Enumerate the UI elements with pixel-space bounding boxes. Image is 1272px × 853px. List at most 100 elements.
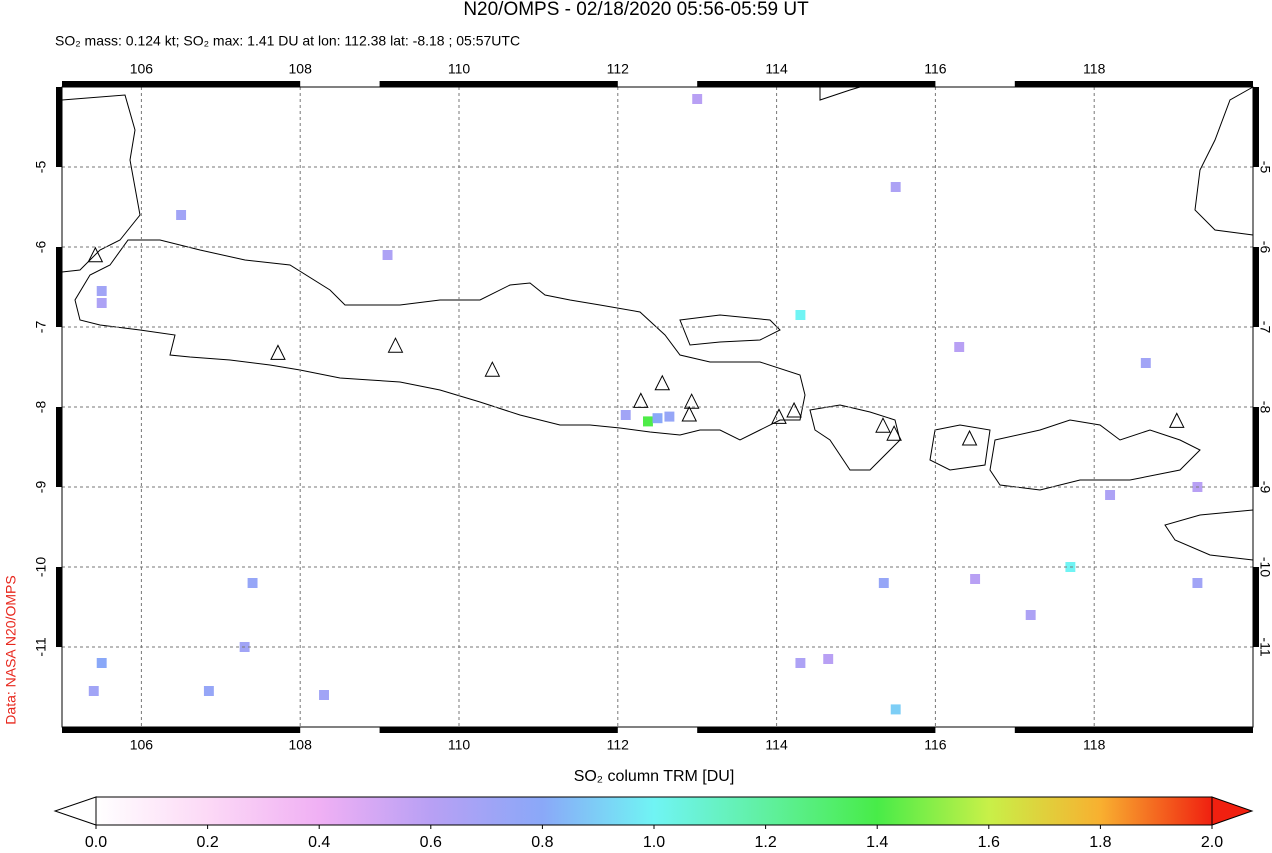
coastline [809,404,901,471]
x-tick-label: 110 [448,737,471,753]
so2-pixel [176,210,187,220]
so2-pixel [823,654,834,664]
frame-segment [1094,81,1253,87]
so2-pixel [96,658,107,668]
colorbar-tick-label: 0.8 [531,834,553,851]
y-tick-label: -6 [1257,241,1272,254]
source-note: Data: NASA N20/OMPS [3,575,19,724]
colorbar-tick-label: 0.6 [420,834,442,851]
x-tick-label: 116 [924,61,947,77]
coastline [1194,86,1254,236]
colorbar-tick-label: 0.4 [308,834,330,851]
coastline [819,86,861,101]
y-tick-label: -10 [33,557,49,577]
colorbar-tick-label: 1.8 [1089,834,1111,851]
so2-pixel [88,686,99,696]
chart-title: N20/OMPS - 02/18/2020 05:56-05:59 UT [463,0,809,20]
so2-pixel [319,690,329,700]
so2-pixel [692,94,703,104]
y-tick-label: -7 [33,321,49,334]
x-tick-label: 106 [130,737,154,753]
y-tick-label: -9 [33,481,49,494]
coastline [1164,509,1254,561]
volcano [1168,412,1185,428]
x-tick-label: 114 [765,61,788,77]
y-tick-label: -7 [1257,321,1272,334]
so2-pixel [96,298,107,308]
y-tick-label: -8 [1257,401,1272,414]
x-tick-label: 118 [1083,61,1106,77]
x-tick-label: 116 [924,737,947,753]
coastline [989,419,1201,491]
volcano [484,361,501,377]
frame-segment [459,727,618,733]
subtitle: SO₂ mass: 0.124 kt; SO₂ max: 1.41 DU at … [55,33,520,49]
colorbar [95,796,1213,826]
y-tick-label: -8 [33,401,49,414]
x-tick-label: 108 [289,61,313,77]
colorbar-under [53,796,97,826]
so2-pixel [1192,578,1203,588]
so2-pixel [620,410,631,420]
x-tick-label: 110 [448,61,471,77]
volcano [886,425,902,441]
frame-segment [56,247,62,327]
volcano [961,429,978,446]
frame-segment [141,727,301,733]
frame-segment [141,81,301,87]
so2-pixel [247,578,258,588]
coastlines [61,86,1254,561]
so2-pixel [203,686,214,696]
so2-pixel [795,310,806,320]
coastline [929,424,991,471]
volcano [387,337,404,353]
colorbar-label: SO₂ column TRM [DU] [574,768,735,785]
volcano [654,374,671,391]
colorbar-tick-label: 1.4 [866,834,888,851]
frame-segment [459,81,618,87]
so2-pixel [643,416,653,427]
x-tick-label: 108 [289,737,313,753]
so2-pixel [890,182,901,192]
so2-pixel [96,286,107,296]
volcano [771,408,787,424]
y-tick-label: -9 [1257,481,1272,494]
frame-segment [56,407,62,487]
volcano [633,392,649,408]
so2-pixel [652,413,663,424]
coastline [74,239,806,441]
frame-segment [1253,247,1259,327]
x-tick-label: 112 [607,61,630,77]
so2-pixel [890,704,901,715]
frame-segment [1094,727,1253,733]
y-tick-label: -11 [33,637,49,656]
so2-pixel [664,411,675,422]
x-tick-label: 106 [130,61,154,77]
volcano [270,344,286,360]
colorbar-tick-label: 0.2 [196,834,218,851]
coastline [61,94,141,273]
pixel-layer [88,94,1203,715]
frame-segment [1253,567,1259,647]
y-tick-label: -10 [1257,557,1272,577]
volcano [681,405,698,422]
colorbar-over [1211,796,1254,826]
x-tick-label: 118 [1083,737,1106,753]
so2-pixel [1140,358,1151,368]
so2-pixel [382,250,393,260]
frame-segment [776,727,936,733]
frame-segment [776,81,936,87]
x-tick-label: 114 [765,737,788,753]
colorbar-tick-label: 0.0 [85,834,107,851]
so2-pixel [970,574,981,584]
colorbar-tick-label: 1.2 [754,834,776,851]
y-tick-label: -11 [1257,637,1272,656]
coastline [679,314,781,346]
y-tick-label: -5 [33,161,49,174]
colorbar-tick-label: 1.6 [978,834,1000,851]
y-tick-label: -6 [33,241,49,254]
so2-pixel [878,578,889,588]
so2-pixel [795,658,806,668]
